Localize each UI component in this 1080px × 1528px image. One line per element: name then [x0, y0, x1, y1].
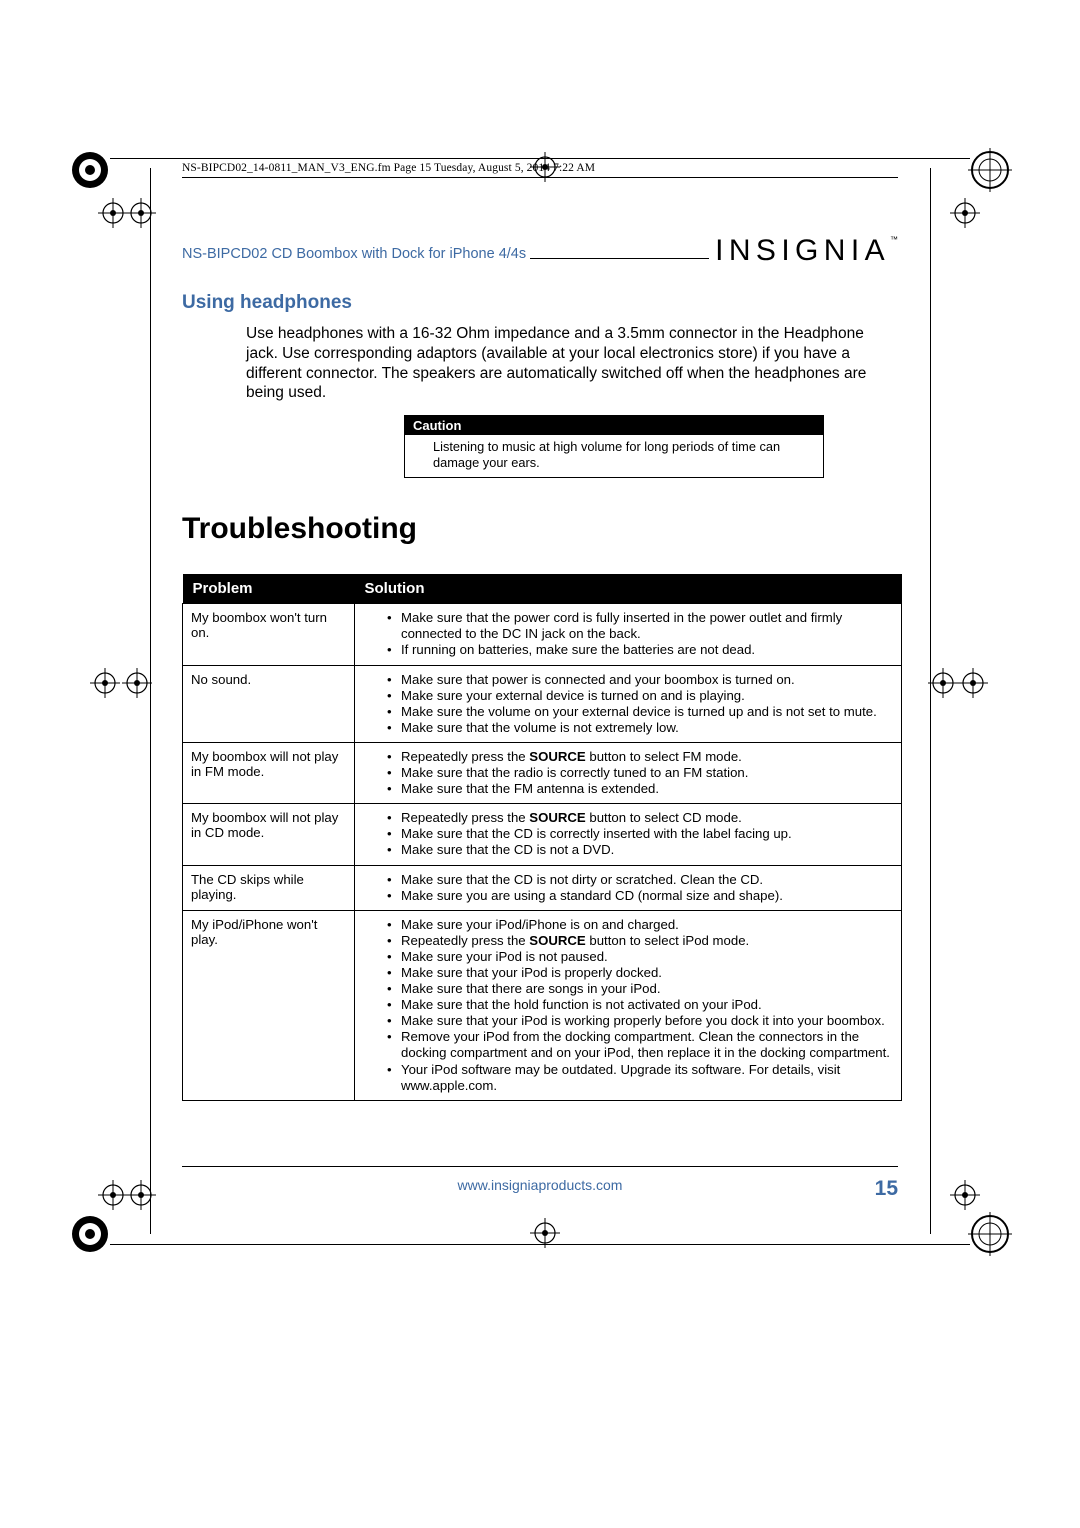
- table-row: My iPod/iPhone won't play. Make sure your…: [183, 910, 902, 1100]
- table-row: My boombox will not play in FM mode. Repe…: [183, 742, 902, 803]
- caution-box: Caution Listening to music at high volum…: [404, 415, 824, 478]
- solution-item: Make sure you are using a standard CD (n…: [387, 888, 893, 904]
- solution-item: Make sure that there are songs in your i…: [387, 981, 893, 997]
- problem-cell: My boombox won't turn on.: [183, 604, 355, 665]
- registration-mark-icon: [950, 198, 980, 228]
- solution-item: Remove your iPod from the docking compar…: [387, 1029, 893, 1061]
- solution-item: Make sure that the power cord is fully i…: [387, 610, 893, 642]
- solution-item: Make sure the volume on your external de…: [387, 704, 893, 720]
- crop-line-left: [150, 168, 151, 1234]
- registration-mark-icon: [950, 1180, 980, 1210]
- solution-item: Make sure that the CD is not dirty or sc…: [387, 872, 893, 888]
- header-rule: [530, 258, 709, 259]
- problem-cell: My iPod/iPhone won't play.: [183, 910, 355, 1100]
- registration-mark-icon: [122, 668, 152, 698]
- brand-logo: INSIGNIA™: [715, 234, 898, 268]
- troubleshooting-heading: Troubleshooting: [182, 512, 898, 546]
- solution-item: Make sure that power is connected and yo…: [387, 672, 893, 688]
- registration-mark-icon: [928, 668, 958, 698]
- crop-line-right: [930, 168, 931, 1234]
- footer-url: www.insigniaproducts.com: [182, 1177, 898, 1193]
- table-header-problem: Problem: [183, 574, 355, 604]
- solution-cell: Repeatedly press the SOURCE button to se…: [355, 804, 902, 865]
- registration-mark-icon: [90, 668, 120, 698]
- troubleshooting-table: Problem Solution My boombox won't turn o…: [182, 574, 902, 1100]
- solution-item: If running on batteries, make sure the b…: [387, 642, 893, 658]
- solution-cell: Make sure your iPod/iPhone is on and cha…: [355, 910, 902, 1100]
- table-row: My boombox won't turn on. Make sure that …: [183, 604, 902, 665]
- solution-item: Make sure your iPod/iPhone is on and cha…: [387, 917, 893, 933]
- solution-cell: Repeatedly press the SOURCE button to se…: [355, 742, 902, 803]
- solution-item: Make sure that the CD is correctly inser…: [387, 826, 893, 842]
- page-header: NS-BIPCD02 CD Boombox with Dock for iPho…: [182, 234, 898, 268]
- solution-item: Repeatedly press the SOURCE button to se…: [387, 933, 893, 949]
- problem-cell: My boombox will not play in CD mode.: [183, 804, 355, 865]
- table-row: No sound. Make sure that power is connect…: [183, 665, 902, 742]
- solution-item: Make sure that your iPod is properly doc…: [387, 965, 893, 981]
- crop-mark-icon: [68, 1212, 112, 1256]
- crop-line-top: [110, 158, 970, 159]
- problem-cell: My boombox will not play in FM mode.: [183, 742, 355, 803]
- crop-mark-icon: [968, 1212, 1012, 1256]
- registration-mark-icon: [98, 198, 128, 228]
- registration-mark-icon: [958, 668, 988, 698]
- solution-item: Make sure that the CD is not a DVD.: [387, 842, 893, 858]
- table-row: My boombox will not play in CD mode. Repe…: [183, 804, 902, 865]
- solution-cell: Make sure that the CD is not dirty or sc…: [355, 865, 902, 910]
- table-header-solution: Solution: [355, 574, 902, 604]
- solution-cell: Make sure that power is connected and yo…: [355, 665, 902, 742]
- body-paragraph: Use headphones with a 16-32 Ohm impedanc…: [246, 324, 898, 403]
- registration-mark-icon: [98, 1180, 128, 1210]
- solution-cell: Make sure that the power cord is fully i…: [355, 604, 902, 665]
- problem-cell: No sound.: [183, 665, 355, 742]
- footer-page-number: 15: [875, 1177, 898, 1201]
- caution-label: Caution: [405, 416, 823, 435]
- solution-item: Make sure that your iPod is working prop…: [387, 1013, 893, 1029]
- problem-cell: The CD skips while playing.: [183, 865, 355, 910]
- crop-line-bottom: [110, 1244, 970, 1245]
- solution-item: Repeatedly press the SOURCE button to se…: [387, 749, 893, 765]
- page-content: NS-BIPCD02_14-0811_MAN_V3_ENG.fm Page 15…: [182, 162, 898, 1101]
- caution-text: Listening to music at high volume for lo…: [405, 435, 823, 477]
- solution-item: Repeatedly press the SOURCE button to se…: [387, 810, 893, 826]
- solution-item: Make sure that the radio is correctly tu…: [387, 765, 893, 781]
- crop-mark-icon: [968, 148, 1012, 192]
- page-footer: www.insigniaproducts.com 15: [182, 1166, 898, 1193]
- solution-item: Your iPod software may be outdated. Upgr…: [387, 1062, 893, 1094]
- solution-item: Make sure that the volume is not extreme…: [387, 720, 893, 736]
- solution-item: Make sure your external device is turned…: [387, 688, 893, 704]
- solution-item: Make sure your iPod is not paused.: [387, 949, 893, 965]
- solution-item: Make sure that the FM antenna is extende…: [387, 781, 893, 797]
- document-title: NS-BIPCD02 CD Boombox with Dock for iPho…: [182, 246, 526, 268]
- table-row: The CD skips while playing. Make sure tha…: [183, 865, 902, 910]
- section-heading: Using headphones: [182, 292, 898, 314]
- crop-mark-icon: [68, 148, 112, 192]
- solution-item: Make sure that the hold function is not …: [387, 997, 893, 1013]
- meta-line: NS-BIPCD02_14-0811_MAN_V3_ENG.fm Page 15…: [182, 162, 898, 178]
